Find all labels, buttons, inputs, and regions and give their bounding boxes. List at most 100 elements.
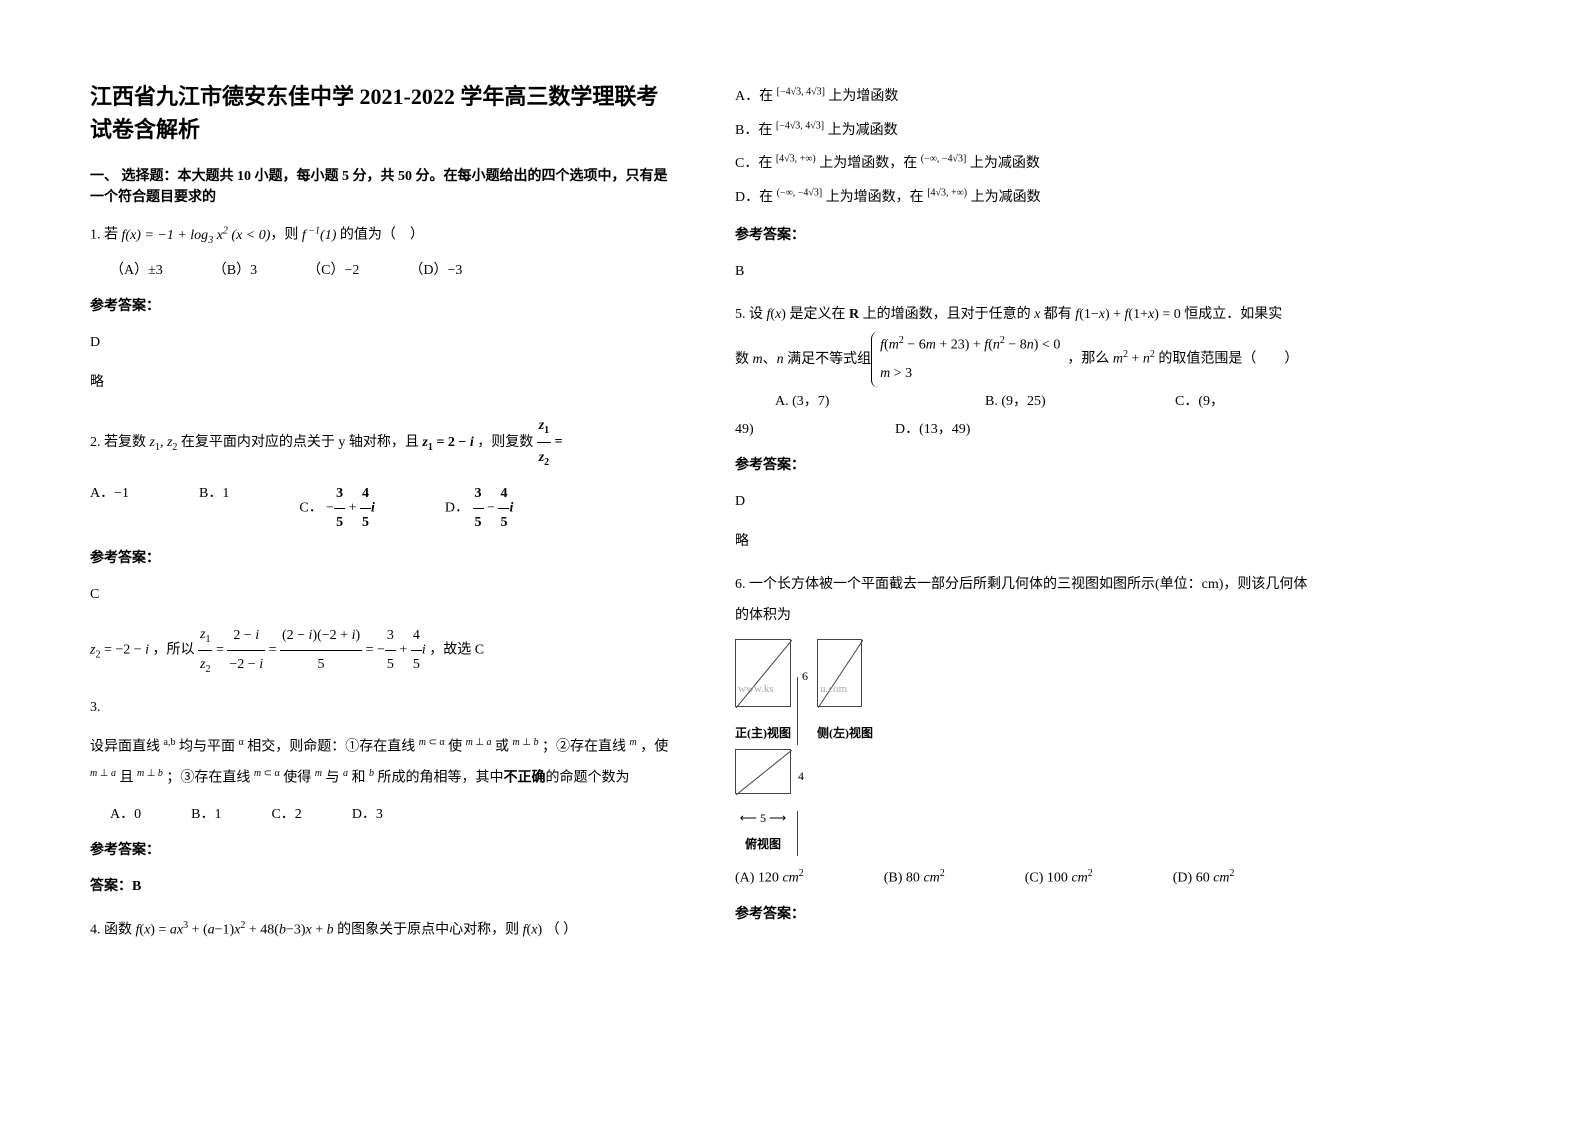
q5-options: A. (3，7) B. (9，25) C．(9， xyxy=(775,388,1320,416)
q4-optA: A．在 [−4√3, 4√3] 上为增函数 xyxy=(735,80,1320,114)
q2-equals: = xyxy=(555,435,563,450)
q2-answer: C xyxy=(90,581,675,609)
q4-optB: B．在 [−4√3, 4√3] 上为减函数 xyxy=(735,114,1320,148)
q1-formula: f(x) = −1 + log3 x2 (x < 0) xyxy=(122,228,271,243)
q3-optB: B．1 xyxy=(191,801,221,829)
question-6: 6. 一个长方体被一个平面截去一部分后所剩几何体的三视图如图所示(单位：cm)，… xyxy=(735,570,1320,929)
exam-title: 江西省九江市德安东佳中学 2021-2022 学年高三数学理联考试卷含解析 xyxy=(90,80,675,146)
q1-options: （A）±3 （B）3 （C）−2 （D）−3 xyxy=(110,257,675,285)
q2-optB: B．1 xyxy=(199,480,229,537)
q2-body: 2. 若复数 z1, z2 在复平面内对应的点关于 y 轴对称，且 z1 = 2… xyxy=(90,435,537,450)
q2-optC: C． −35 + 45i xyxy=(299,480,375,537)
q3-optD: D．3 xyxy=(352,801,383,829)
page-container: 江西省九江市德安东佳中学 2021-2022 学年高三数学理联考试卷含解析 一、… xyxy=(90,80,1497,960)
q6-text: 6. 一个长方体被一个平面截去一部分后所剩几何体的三视图如图所示(单位：cm)，… xyxy=(735,570,1320,632)
question-4-stem: 4. 函数 f(x) = ax3 + (a−1)x2 + 48(b−3)x + … xyxy=(90,915,675,946)
q1-optD: （D）−3 xyxy=(409,257,462,285)
q4-optD: D．在 (−∞, −4√3] 上为增函数，在 [4√3, +∞) 上为减函数 xyxy=(735,181,1320,215)
q6-watermark2: u.com xyxy=(820,678,847,700)
q1-optB: （B）3 xyxy=(213,257,257,285)
q1-optC: （C）−2 xyxy=(307,257,359,285)
q5-post: ，那么 m2 + n2 的取值范围是（ ） xyxy=(1060,345,1298,374)
q1-pre: 1. 若 xyxy=(90,228,118,243)
q1-formula2: f −1(1) xyxy=(302,228,336,243)
q6-depth-dim xyxy=(797,811,811,856)
right-column: A．在 [−4√3, 4√3] 上为增函数 B．在 [−4√3, 4√3] 上为… xyxy=(735,80,1320,960)
left-column: 江西省九江市德安东佳中学 2021-2022 学年高三数学理联考试卷含解析 一、… xyxy=(90,80,675,960)
q5-brace-icon: f(m2 − 6m + 23) + f(n2 − 8n) < 0 m > 3 xyxy=(871,331,1060,388)
q6-three-views-diagram: www.ks 正(主)视图 6 u.com 侧(左)视图 xyxy=(735,639,1320,856)
q6-options: (A) 120 cm2 (B) 80 cm2 (C) 100 cm2 (D) 6… xyxy=(735,864,1320,893)
q1-answer-label: 参考答案： xyxy=(90,293,675,321)
q6-optB: (B) 80 cm2 xyxy=(884,864,945,893)
q5-answer: D xyxy=(735,488,1320,516)
q1-note: 略 xyxy=(90,369,675,397)
q6-side-view-box: 6 u.com xyxy=(817,639,862,707)
q5-optC-part2: 49) xyxy=(735,416,895,444)
q6-top-row: www.ks 正(主)视图 6 u.com 侧(左)视图 xyxy=(735,639,1320,745)
q5-note: 略 xyxy=(735,528,1320,556)
question-5: 5. 设 f(x) 是定义在 R 上的增函数，且对于任意的 x 都有 f(1−x… xyxy=(735,300,1320,555)
q2-options: A．−1 B．1 C． −35 + 45i D． 35 − 45i xyxy=(90,480,675,537)
q5-sys2: m > 3 xyxy=(880,360,1060,388)
q2-solution: z2 = −2 − i ，所以 z1z2 = 2 − i−2 − i = (2 … xyxy=(90,621,675,680)
q6-front-view-label: 正(主)视图 xyxy=(735,721,791,745)
q6-side-view-label: 侧(左)视图 xyxy=(817,721,873,745)
q6-dim-w: 5 xyxy=(760,811,766,825)
q3-optC: C．2 xyxy=(271,801,301,829)
q2-optD: D． 35 − 45i xyxy=(445,480,513,537)
q4-optC: C．在 [4√3, +∞) 上为增函数，在 (−∞, −4√3] 上为减函数 xyxy=(735,147,1320,181)
q2-optA: A．−1 xyxy=(90,480,129,537)
q3-answer-label: 参考答案： xyxy=(90,837,675,865)
q6-dim-d: 4 xyxy=(798,764,804,788)
q1-optA: （A）±3 xyxy=(110,257,163,285)
q6-optD: (D) 60 cm2 xyxy=(1173,864,1235,893)
q5-sys-pre: 数 m、n 满足不等式组 xyxy=(735,346,871,374)
q2-answer-label: 参考答案： xyxy=(90,545,675,573)
q4-answer-label: 参考答案： xyxy=(735,222,1320,250)
q3-num: 3. xyxy=(90,694,675,722)
q6-bottom-row: 4 ⟵ 5 ⟶ 俯视图 xyxy=(735,749,1320,856)
q5-system: 数 m、n 满足不等式组 f(m2 − 6m + 23) + f(n2 − 8n… xyxy=(735,331,1320,388)
q2-fraction-icon: z1z2 xyxy=(537,411,551,474)
question-1: 1. 若 f(x) = −1 + log3 x2 (x < 0)，则 f −1(… xyxy=(90,220,675,397)
q6-optA: (A) 120 cm2 xyxy=(735,864,804,893)
q6-side-view-block: 6 u.com 侧(左)视图 xyxy=(817,639,873,745)
q6-watermark1: www.ks xyxy=(738,678,774,700)
q6-dim-line2-icon xyxy=(797,811,798,856)
q4-text: 4. 函数 f(x) = ax3 + (a−1)x2 + 48(b−3)x + … xyxy=(90,915,675,946)
q1-text: 1. 若 f(x) = −1 + log3 x2 (x < 0)，则 f −1(… xyxy=(90,220,675,251)
q5-optD: D．(13，49) xyxy=(895,416,970,444)
q1-answer: D xyxy=(90,329,675,357)
section-1-header: 一、 选择题：本大题共 10 小题，每小题 5 分，共 50 分。在每小题给出的… xyxy=(90,166,675,208)
q2-optD-pre: D． xyxy=(445,501,469,516)
q3-answer: 答案：B xyxy=(90,873,675,901)
q6-top-view-box: 4 xyxy=(735,749,791,794)
q3-options: A．0 B．1 C．2 D．3 xyxy=(110,801,675,829)
q2-text: 2. 若复数 z1, z2 在复平面内对应的点关于 y 轴对称，且 z1 = 2… xyxy=(90,411,675,474)
q1-mid: ，则 xyxy=(270,228,298,243)
q6-top-view-label: 俯视图 xyxy=(735,832,791,856)
question-4-options: A．在 [−4√3, 4√3] 上为增函数 B．在 [−4√3, 4√3] 上为… xyxy=(735,80,1320,286)
q6-answer-label: 参考答案： xyxy=(735,901,1320,929)
q5-optB: B. (9，25) xyxy=(985,388,1175,416)
q6-top-view-icon xyxy=(736,750,792,795)
q5-optA: A. (3，7) xyxy=(775,388,985,416)
q3-text: 设异面直线 a,b 均与平面 α 相交，则命题：①存在直线 m ⊂ α 使 m … xyxy=(90,732,675,795)
q4-answer: B xyxy=(735,258,1320,286)
q6-top-view-block: 4 ⟵ 5 ⟶ 俯视图 xyxy=(735,749,791,856)
q1-post: 的值为（ ） xyxy=(336,228,424,243)
q2-optC-pre: C． xyxy=(299,501,322,516)
q6-front-view-box: www.ks xyxy=(735,639,791,707)
q6-dim-w-row: ⟵ 5 ⟶ xyxy=(735,806,791,830)
q6-dim-h: 6 xyxy=(802,664,808,688)
q3-optA: A．0 xyxy=(110,801,141,829)
question-3: 3. 设异面直线 a,b 均与平面 α 相交，则命题：①存在直线 m ⊂ α 使… xyxy=(90,694,675,901)
q6-dim-line-icon xyxy=(797,677,798,745)
q5-answer-label: 参考答案： xyxy=(735,452,1320,480)
q5-text: 5. 设 f(x) 是定义在 R 上的增函数，且对于任意的 x 都有 f(1−x… xyxy=(735,300,1320,331)
q5-options-row2: 49) D．(13，49) xyxy=(735,416,1320,444)
q5-optC-part1: C．(9， xyxy=(1175,388,1224,416)
q6-front-view-block: www.ks 正(主)视图 xyxy=(735,639,791,745)
q6-optC: (C) 100 cm2 xyxy=(1025,864,1093,893)
